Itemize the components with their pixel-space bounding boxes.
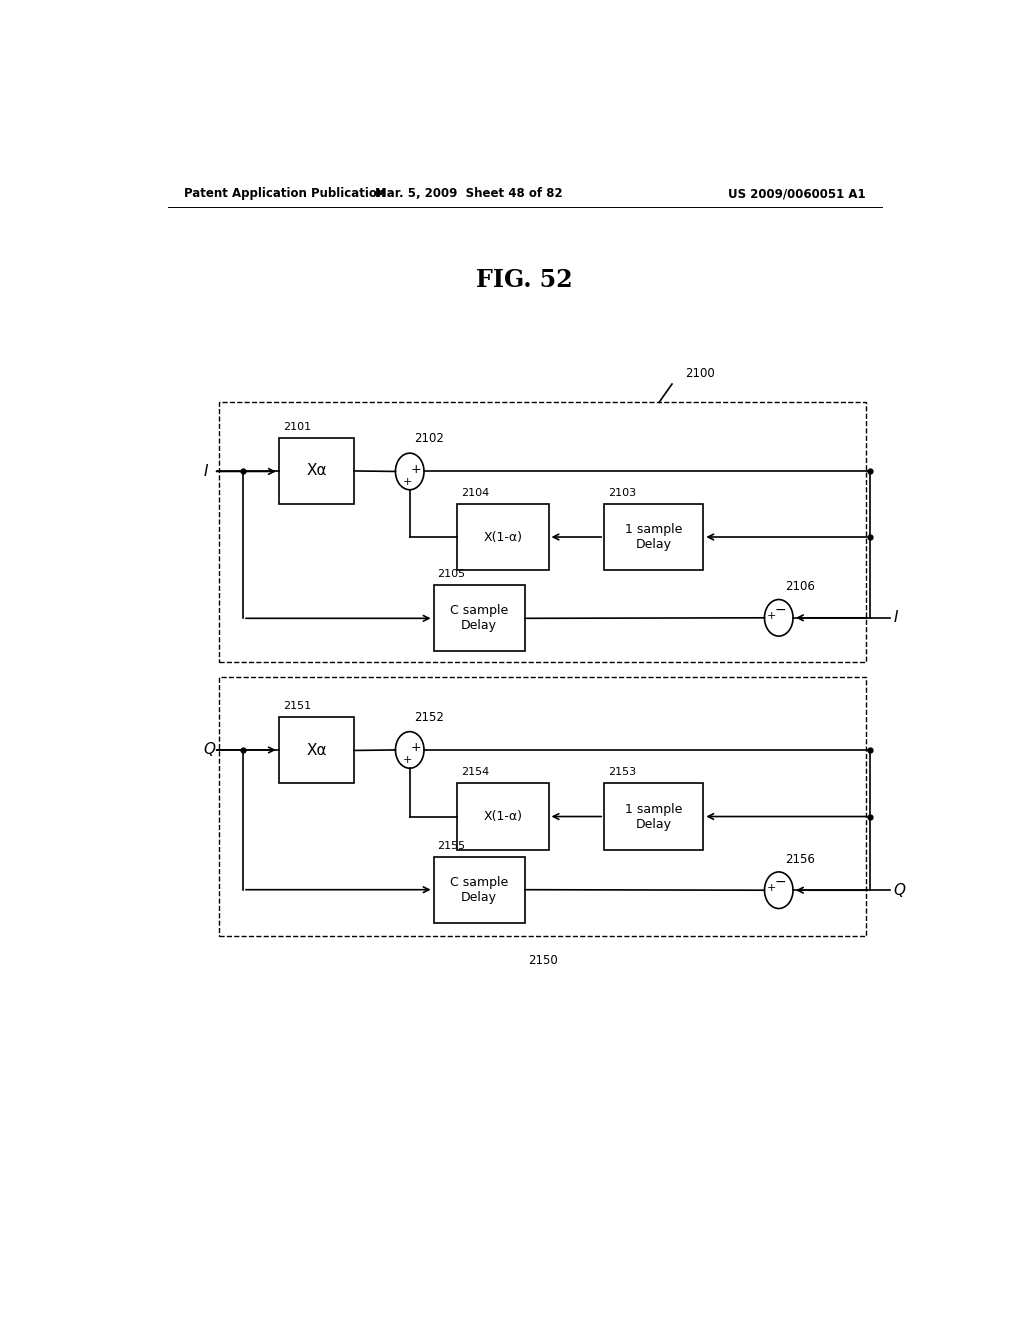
Text: 2102: 2102 — [414, 432, 443, 445]
Text: 2154: 2154 — [461, 767, 489, 777]
Text: C sample
Delay: C sample Delay — [450, 605, 508, 632]
Text: X(1-α): X(1-α) — [483, 810, 522, 822]
Text: 2104: 2104 — [461, 488, 489, 498]
Text: +: + — [402, 477, 412, 487]
Text: 2155: 2155 — [437, 841, 466, 850]
Bar — [219, 677, 866, 936]
Circle shape — [395, 731, 424, 768]
Text: 2152: 2152 — [414, 710, 443, 723]
Text: +: + — [767, 611, 776, 620]
Text: +: + — [411, 463, 422, 477]
Text: 2151: 2151 — [283, 701, 311, 711]
Text: −: − — [774, 875, 786, 888]
Bar — [219, 403, 866, 661]
Text: 2150: 2150 — [527, 954, 557, 968]
Text: 2103: 2103 — [608, 488, 636, 498]
Bar — [433, 585, 524, 651]
Text: +: + — [402, 755, 412, 766]
Circle shape — [395, 453, 424, 490]
Text: 2100: 2100 — [685, 367, 715, 380]
Text: 2105: 2105 — [437, 569, 466, 579]
Text: 1 sample
Delay: 1 sample Delay — [625, 803, 682, 830]
Text: I: I — [894, 610, 898, 626]
Text: Q: Q — [204, 742, 215, 758]
Text: Xα: Xα — [306, 743, 327, 758]
Text: 1 sample
Delay: 1 sample Delay — [625, 523, 682, 550]
Text: +: + — [767, 883, 776, 894]
Circle shape — [765, 599, 793, 636]
Text: FIG. 52: FIG. 52 — [476, 268, 573, 292]
Bar — [279, 718, 354, 784]
Text: 2156: 2156 — [785, 853, 815, 866]
Text: −: − — [774, 602, 786, 616]
Text: X(1-α): X(1-α) — [483, 531, 522, 544]
Bar — [458, 504, 549, 570]
Text: +: + — [411, 742, 422, 755]
Bar — [279, 438, 354, 504]
Bar — [604, 504, 703, 570]
Text: 2153: 2153 — [608, 767, 636, 777]
Text: Mar. 5, 2009  Sheet 48 of 82: Mar. 5, 2009 Sheet 48 of 82 — [376, 187, 563, 201]
Bar — [458, 784, 549, 850]
Bar — [433, 857, 524, 923]
Text: C sample
Delay: C sample Delay — [450, 875, 508, 904]
Text: Xα: Xα — [306, 463, 327, 478]
Text: I: I — [204, 463, 208, 479]
Bar — [604, 784, 703, 850]
Text: US 2009/0060051 A1: US 2009/0060051 A1 — [728, 187, 866, 201]
Circle shape — [765, 873, 793, 908]
Text: 2106: 2106 — [785, 581, 815, 594]
Text: 2101: 2101 — [283, 422, 311, 432]
Text: Q: Q — [894, 883, 906, 898]
Text: Patent Application Publication: Patent Application Publication — [183, 187, 385, 201]
